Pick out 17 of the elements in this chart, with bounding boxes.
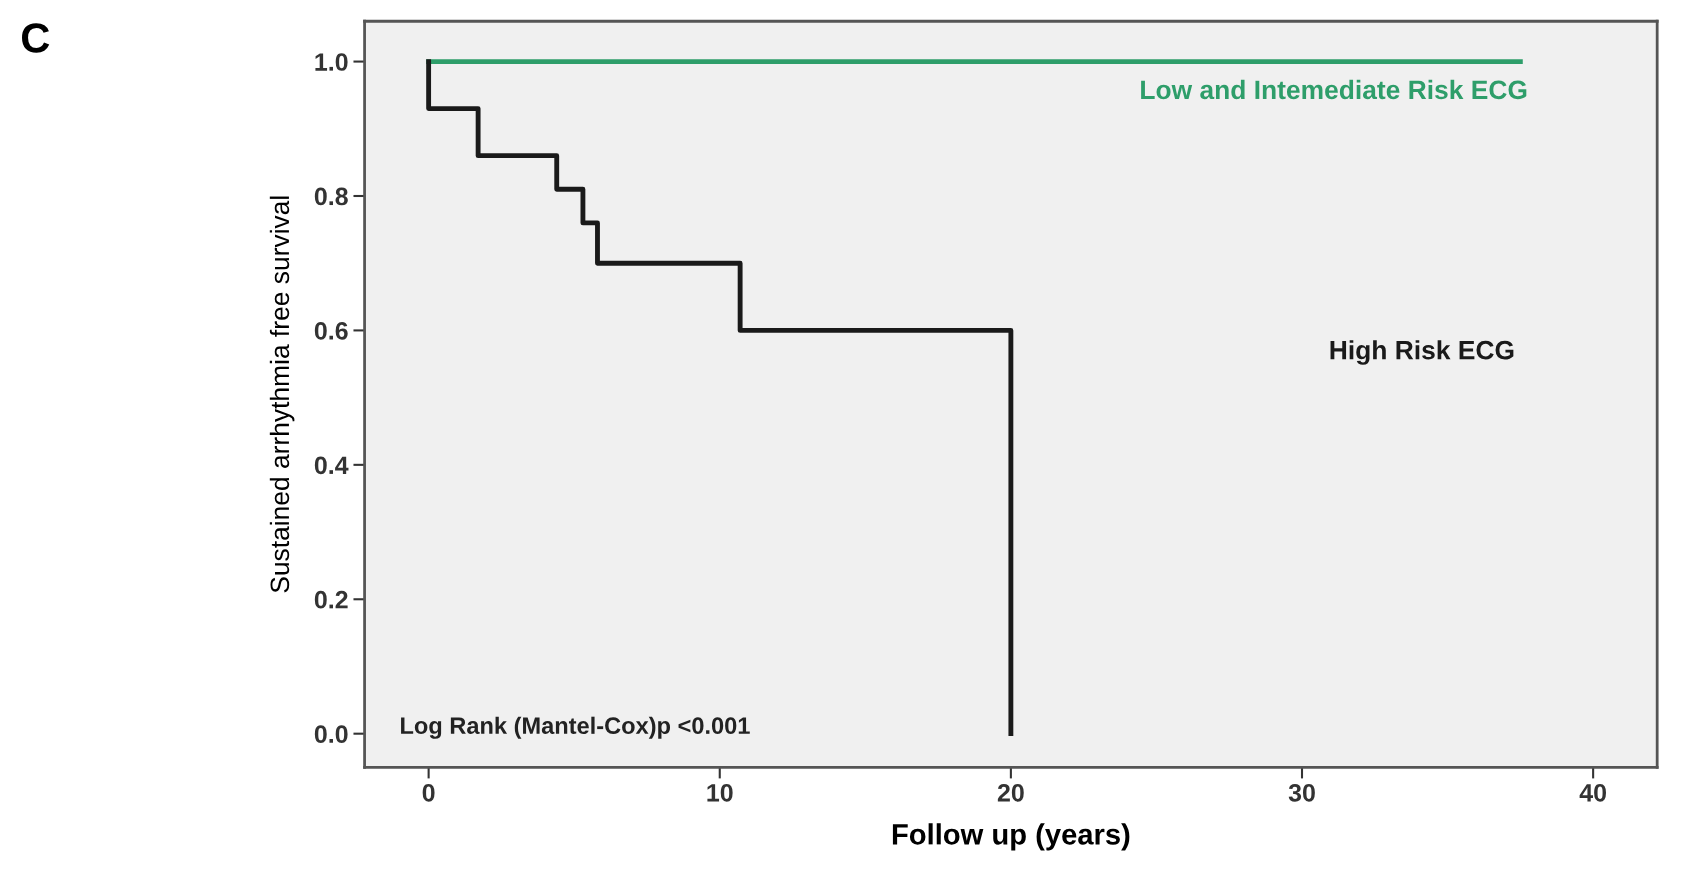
x-axis-title: Follow up (years): [892, 823, 1130, 851]
chart-title: C: [22, 23, 50, 53]
x-tick-label: 20: [997, 783, 1024, 802]
y-tick-label: 0.8: [314, 187, 348, 206]
y-tick-label: 0.0: [314, 725, 348, 743]
series-label: Low and Intemediate Risk ECG: [1141, 79, 1527, 100]
y-tick-label: 0.4: [314, 456, 349, 475]
y-tick-label: 1.0: [315, 53, 348, 71]
x-tick-label: 30: [1288, 783, 1315, 802]
x-tick-label: 40: [1579, 783, 1607, 802]
annotation: Log Rank (Mantel-Cox)p <0.001: [401, 716, 750, 739]
x-tick-label: 0: [422, 783, 435, 802]
y-axis-title: Sustained arrhythmia free survival: [269, 196, 295, 593]
y-tick-label: 0.2: [314, 590, 348, 609]
text: High Risk ECG: [1330, 340, 1514, 365]
x-tick-label: 10: [707, 783, 733, 802]
y-tick-label: 0.6: [314, 322, 348, 340]
